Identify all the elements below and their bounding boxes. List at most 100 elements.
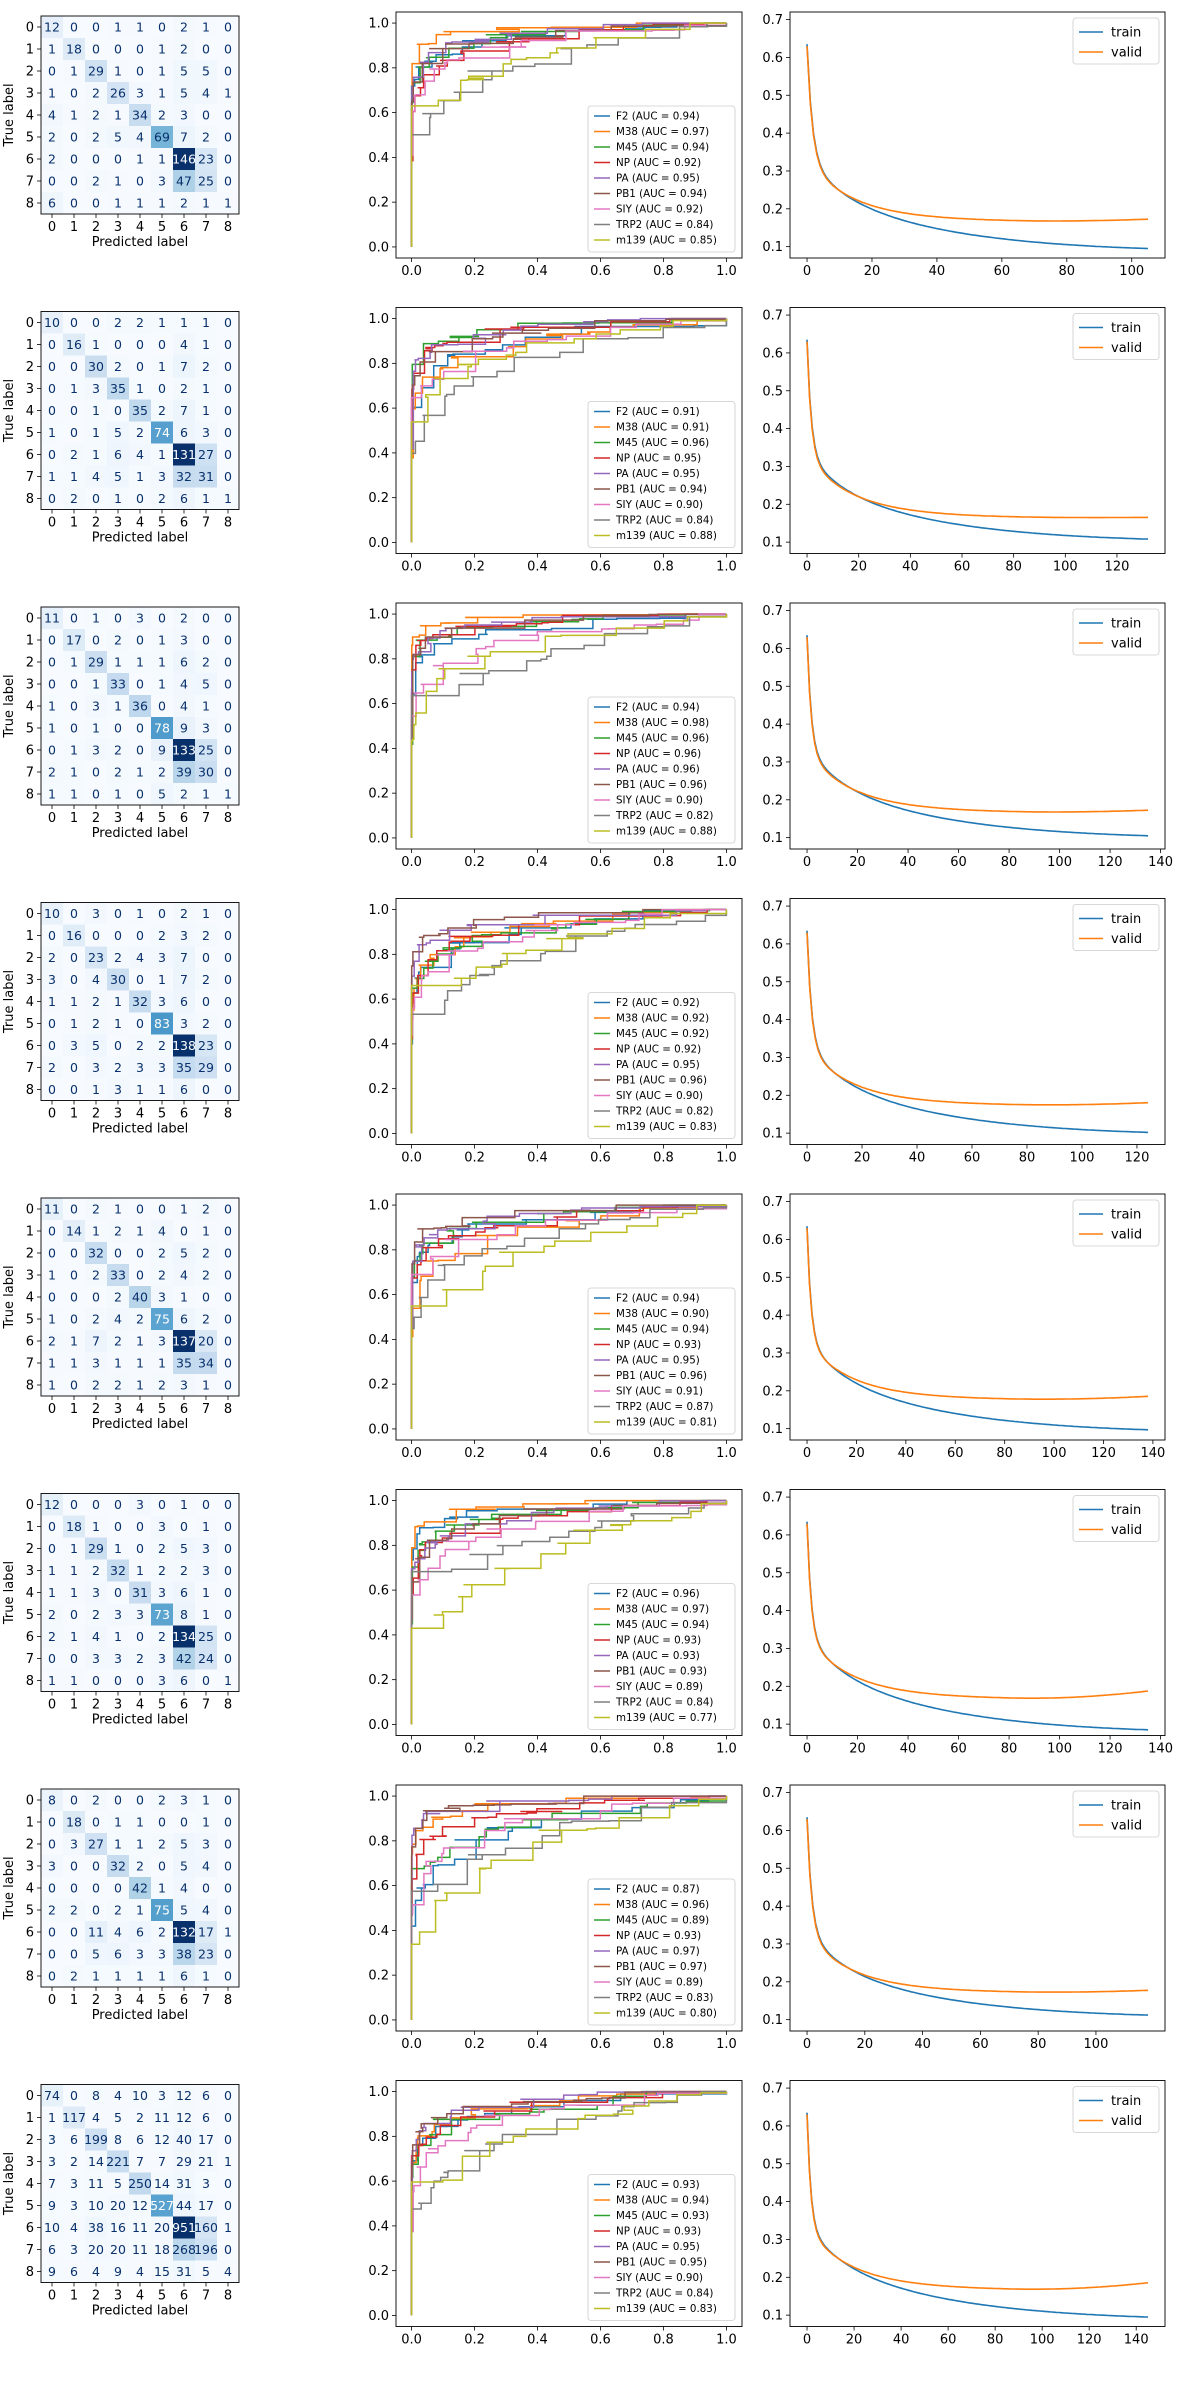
- cm-cell: [195, 443, 218, 466]
- cm-cell: [41, 2260, 64, 2283]
- cm-value: 16: [110, 2220, 126, 2235]
- cm-cell: [41, 739, 64, 762]
- cm-cell: [217, 170, 240, 193]
- cm-value: 132: [172, 1925, 196, 1940]
- cm-cell: [129, 629, 152, 652]
- cm-value: 6: [48, 2242, 56, 2257]
- cm-value: 268: [172, 2242, 196, 2257]
- cm-cell: [41, 673, 64, 696]
- y-tick-label: 0.4: [368, 1628, 389, 1643]
- cm-cell: [195, 355, 218, 378]
- cm-cell: [151, 1374, 174, 1397]
- cm-value: 0: [224, 1859, 232, 1874]
- cm-cell: [107, 1833, 130, 1856]
- cm-value: 1: [158, 42, 166, 57]
- roc-curves: 0.00.00.20.20.40.40.60.60.80.81.01.0F2 (…: [368, 1193, 743, 1461]
- cm-cell: [107, 1242, 130, 1265]
- cm-cell: [129, 2106, 152, 2129]
- y-tick-label: 0.1: [762, 1127, 783, 1142]
- x-tick-label: 3: [114, 1402, 122, 1417]
- cm-value: 1: [92, 1519, 100, 1534]
- y-tick-label: 0.6: [762, 1824, 783, 1839]
- cm-cell: [63, 1264, 86, 1287]
- cm-cell: [129, 1603, 152, 1626]
- cm-cell: [85, 1012, 108, 1035]
- confusion-matrix: 74 0 8 4 10 3 12 6 01 117 4 5 2 11 12 6 03 6 199 8 6 12 40 17 03…: [2, 2084, 240, 2319]
- cm-value: 1: [202, 1519, 210, 1534]
- roc-curves: 0.00.00.20.20.40.40.60.60.80.81.01.0F2 (…: [368, 307, 743, 575]
- x-tick-label: 4: [136, 1402, 144, 1417]
- cm-cell: [41, 1537, 64, 1560]
- cm-cell: [107, 1220, 130, 1243]
- cm-value: 1: [136, 906, 144, 921]
- cm-value: 3: [158, 1519, 166, 1534]
- cm-cell: [41, 2238, 64, 2261]
- cm-value: 3: [48, 2132, 56, 2147]
- cm-value: 0: [202, 1497, 210, 1512]
- loss-curves: 0 20 40 60 80 100 1200.10.20.30.40.50.60.7trai…: [762, 898, 1166, 1166]
- y-tick-label: 0.0: [368, 2309, 389, 2324]
- cm-cell: [63, 1537, 86, 1560]
- cm-cell: [217, 1242, 240, 1265]
- cm-cell: [195, 170, 218, 193]
- x-tick-label: 1: [70, 220, 78, 235]
- cm-value: 0: [224, 611, 232, 626]
- cm-value: 0: [224, 381, 232, 396]
- cm-value: 0: [202, 611, 210, 626]
- cm-cell: [195, 82, 218, 105]
- cm-cell: [129, 761, 152, 784]
- cm-cell: [151, 1220, 174, 1243]
- y-tick-label: 1.0: [368, 2085, 389, 2100]
- cm-value: 1: [158, 447, 166, 462]
- cm-value: 0: [70, 721, 78, 736]
- x-tick-label: 0.8: [653, 1446, 674, 1461]
- cm-cell: [151, 126, 174, 149]
- cm-cell: [107, 333, 130, 356]
- cm-cell: [173, 170, 196, 193]
- cm-cell: [173, 1581, 196, 1604]
- roc-legend-entry: m139 (AUC = 0.81): [616, 1417, 717, 1429]
- roc-legend-entry: PB1 (AUC = 0.95): [616, 2257, 707, 2269]
- cm-cell: [151, 1537, 174, 1560]
- roc-curve-SIY: [410, 1500, 728, 1725]
- cm-value: 2: [70, 2154, 78, 2169]
- cm-value: 12: [44, 1497, 60, 1512]
- cm-value: 0: [70, 1651, 78, 1666]
- cm-cell: [63, 2260, 86, 2283]
- y-tick-label: 0.4: [368, 742, 389, 757]
- cm-cell: [151, 487, 174, 510]
- cm-value: 16: [66, 337, 82, 352]
- x-tick-label: 0.6: [590, 2333, 611, 2348]
- x-tick-label: 0.6: [590, 264, 611, 279]
- cm-cell: [173, 1625, 196, 1648]
- cm-value: 0: [70, 1497, 78, 1512]
- cm-value: 3: [158, 1060, 166, 1075]
- x-tick-label: 140: [1124, 2333, 1149, 2348]
- cm-value: 6: [70, 2132, 78, 2147]
- cm-value: 4: [92, 972, 100, 987]
- cm-value: 0: [136, 633, 144, 648]
- roc-curve-TRP2: [410, 318, 728, 543]
- roc-curve-PB1: [410, 613, 728, 838]
- x-tick-label: 60: [954, 560, 971, 575]
- cm-value: 3: [158, 1651, 166, 1666]
- cm-cell: [173, 311, 196, 334]
- cm-cell: [195, 2260, 218, 2283]
- cm-value: 5: [114, 425, 122, 440]
- cm-cell: [107, 1921, 130, 1944]
- y-tick-label: 8: [26, 1379, 34, 1394]
- cm-cell: [41, 990, 64, 1013]
- cm-value: 0: [114, 1497, 122, 1512]
- cm-value: 0: [224, 1837, 232, 1852]
- cm-value: 0: [224, 337, 232, 352]
- roc-legend-entry: F2 (AUC = 0.92): [616, 997, 700, 1009]
- x-axis-label: Predicted label: [92, 531, 189, 546]
- cm-value: 0: [224, 906, 232, 921]
- cm-value: 0: [136, 337, 144, 352]
- cm-value: 4: [70, 2220, 78, 2235]
- roc-curve-SIY: [410, 23, 728, 247]
- cm-cell: [63, 192, 86, 215]
- roc-curve-m139: [410, 1500, 728, 1725]
- cm-cell: [195, 651, 218, 674]
- cm-cell: [85, 377, 108, 400]
